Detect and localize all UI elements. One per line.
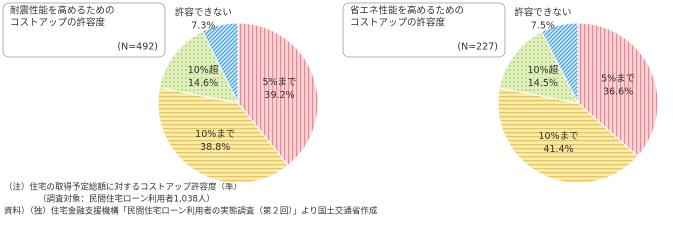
chart-title: コストアップの許容度	[10, 17, 106, 29]
pie-slice	[158, 30, 239, 104]
chart-page: （注）住宅の取得予定総額に対するコストアップ許容度（率） （調査対象：民間住宅ロ…	[2, 2, 659, 217]
slice-category: 10%まで	[538, 131, 578, 142]
slice-category: 10%超	[188, 64, 219, 76]
title-box	[342, 2, 506, 58]
pie-slice	[577, 22, 659, 157]
slice-category: 許容できない	[175, 6, 232, 18]
note: 資料）（独）住宅金融支援機構「民間住宅ローン利用者の実態調査（第２回）」より国土…	[4, 206, 378, 217]
slice-category: 許容できない	[514, 6, 571, 18]
slice-category: 5%まで	[262, 77, 296, 88]
title-box	[2, 2, 166, 58]
chart-title: 耐震性能を高めるための	[10, 5, 115, 17]
slice-value: 36.6%	[603, 87, 633, 98]
chart-title: コストアップの許容度	[350, 17, 446, 29]
slice-value: 7.5%	[531, 20, 555, 31]
slice-value: 14.6%	[188, 78, 218, 89]
slice-category: 10%まで	[195, 129, 235, 140]
pie-slice	[497, 87, 639, 184]
slice-category: 10%超	[528, 64, 559, 76]
slice-value: 39.2%	[264, 90, 294, 101]
chart-title: 省エネ性能を高めるための	[350, 5, 464, 17]
sample-size: (N=227)	[457, 42, 498, 53]
note: （調査対象：民間住宅ローン利用者1,038人）	[38, 194, 215, 205]
pie-slice	[498, 31, 579, 104]
pie-slice	[201, 22, 239, 104]
slice-value: 41.4%	[543, 144, 573, 155]
slice-category: 5%まで	[601, 74, 635, 85]
slice-value: 14.5%	[528, 78, 558, 89]
sample-size: (N=492)	[117, 42, 158, 53]
pie-slice	[157, 87, 289, 184]
note: （注）住宅の取得予定総額に対するコストアップ許容度（率）	[4, 182, 242, 193]
slice-value: 7.3%	[191, 20, 215, 31]
pie-slice	[237, 22, 319, 167]
pie-slice	[541, 22, 579, 104]
slice-value: 38.8%	[200, 142, 230, 153]
